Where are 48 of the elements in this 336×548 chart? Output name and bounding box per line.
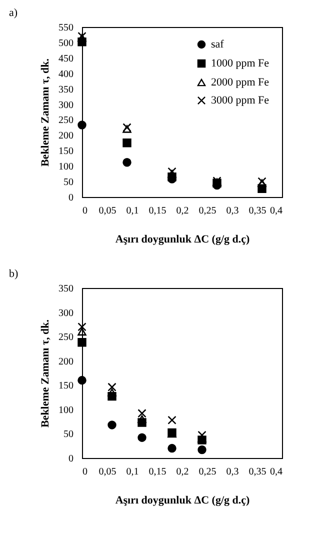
y-tick-label: 200 <box>58 356 74 368</box>
y-tick-label: 50 <box>64 177 74 188</box>
x-tick-label: 0,1 <box>126 466 139 478</box>
x-tick-label: 0,25 <box>198 466 216 478</box>
x-tick-label: 0,3 <box>226 466 239 478</box>
y-tick-label: 300 <box>58 308 74 319</box>
x-tick-label: 0,25 <box>198 206 216 216</box>
y-tick-label: 50 <box>64 429 74 440</box>
x-tick-label: 0,1 <box>126 206 139 216</box>
y-axis-title: Bekleme Zamanı τ, dk. <box>40 58 52 167</box>
y-tick-label: 200 <box>58 130 74 142</box>
legend-label: 2000 ppm Fe <box>211 76 270 88</box>
y-tick-label: 450 <box>58 53 74 64</box>
y-tick-label: 550 <box>58 22 74 34</box>
y-tick-label: 350 <box>58 284 74 294</box>
y-tick-label: 500 <box>58 38 74 49</box>
x-tick-label: 0,4 <box>270 206 282 216</box>
x-tick-label: 0,35 <box>248 206 266 216</box>
y-tick-label: 150 <box>58 146 74 158</box>
y-tick-label: 300 <box>58 100 74 111</box>
y-tick-label: 350 <box>58 84 74 96</box>
x-tick-label: 0,4 <box>270 466 282 478</box>
x-tick-label: 0,2 <box>176 206 189 216</box>
x-tick-label: 0,15 <box>148 466 166 478</box>
y-tick-label: 150 <box>58 380 74 392</box>
x-tick-label: 0 <box>82 206 88 216</box>
x-axis-title: Aşırı doygunluk ΔC (g/g d.ç) <box>115 234 250 246</box>
y-tick-label: 250 <box>58 332 74 344</box>
x-tick-label: 0,2 <box>176 466 189 478</box>
x-tick-label: 0,35 <box>248 466 266 478</box>
legend-label: 1000 ppm Fe <box>211 58 270 70</box>
x-tick-label: 0 <box>82 466 88 478</box>
y-tick-label: 400 <box>58 68 74 80</box>
y-tick-label: 250 <box>58 115 74 126</box>
y-axis-title: Bekleme Zamanı τ, dk. <box>40 319 52 428</box>
y-tick-label: 0 <box>68 454 74 464</box>
x-tick-label: 0,05 <box>98 206 116 216</box>
legend-label: 3000 ppm Fe <box>211 94 270 106</box>
legend-label: saf <box>211 38 224 50</box>
x-tick-label: 0,05 <box>98 466 116 478</box>
x-tick-label: 0,3 <box>226 206 239 216</box>
chart-title: b) <box>9 268 18 280</box>
x-tick-label: 0,15 <box>148 206 166 216</box>
y-tick-label: 100 <box>58 404 74 416</box>
x-axis-title: Aşırı doygunluk ΔC (g/g d.ç) <box>115 494 250 506</box>
y-tick-label: 0 <box>68 192 74 204</box>
y-tick-label: 100 <box>58 162 74 173</box>
chart-title: a) <box>9 7 18 19</box>
